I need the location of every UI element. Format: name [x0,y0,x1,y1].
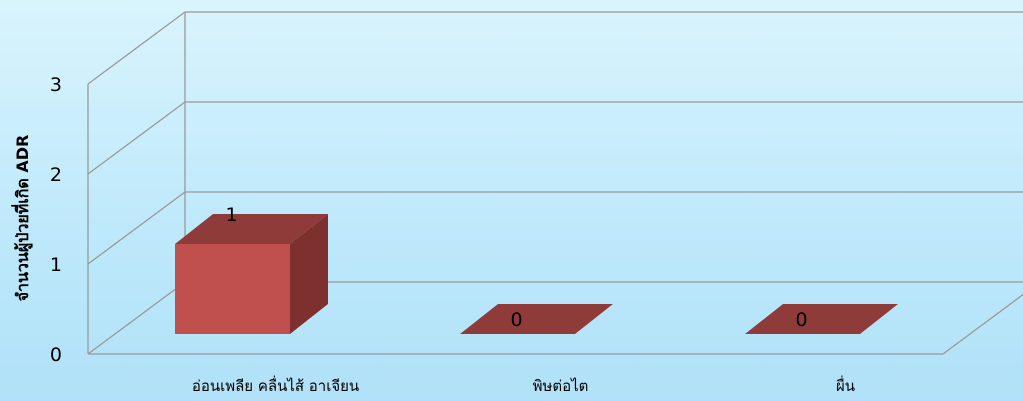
x-category-label: อ่อนเพลีย คลื่นไส้ อาเจียน [192,375,359,395]
y-axis-label: จำนวนผู้ป่วยที่เกิด ADR [11,135,34,302]
bar-top [745,304,898,334]
bar-top [460,304,613,334]
gridline-diagonal [87,191,186,265]
gridline-diagonal [87,11,186,85]
gridline-diagonal [87,101,186,175]
y-tick-label: 1 [50,254,62,276]
x-category-label: ผื่น [836,375,855,395]
bar-side [290,214,328,334]
data-label: 0 [795,309,807,331]
y-axis-ticks: 0 1 2 3 [50,74,62,366]
gridline-diagonal [87,281,186,355]
y-tick-label: 3 [50,74,62,96]
bar-front [175,244,290,334]
bars: 1 0 0 [175,204,898,334]
floor-right-edge [942,293,1023,355]
y-tick-label: 2 [50,164,62,186]
y-tick-label: 0 [50,344,62,366]
grid-layer [87,11,1023,355]
data-label: 0 [510,309,522,331]
data-label: 1 [225,204,237,226]
x-category-label: พิษต่อไต [533,377,589,395]
x-axis-categories: อ่อนเพลีย คลื่นไส้ อาเจียน พิษต่อไต ผื่น [192,375,855,395]
bar-top [175,214,328,244]
